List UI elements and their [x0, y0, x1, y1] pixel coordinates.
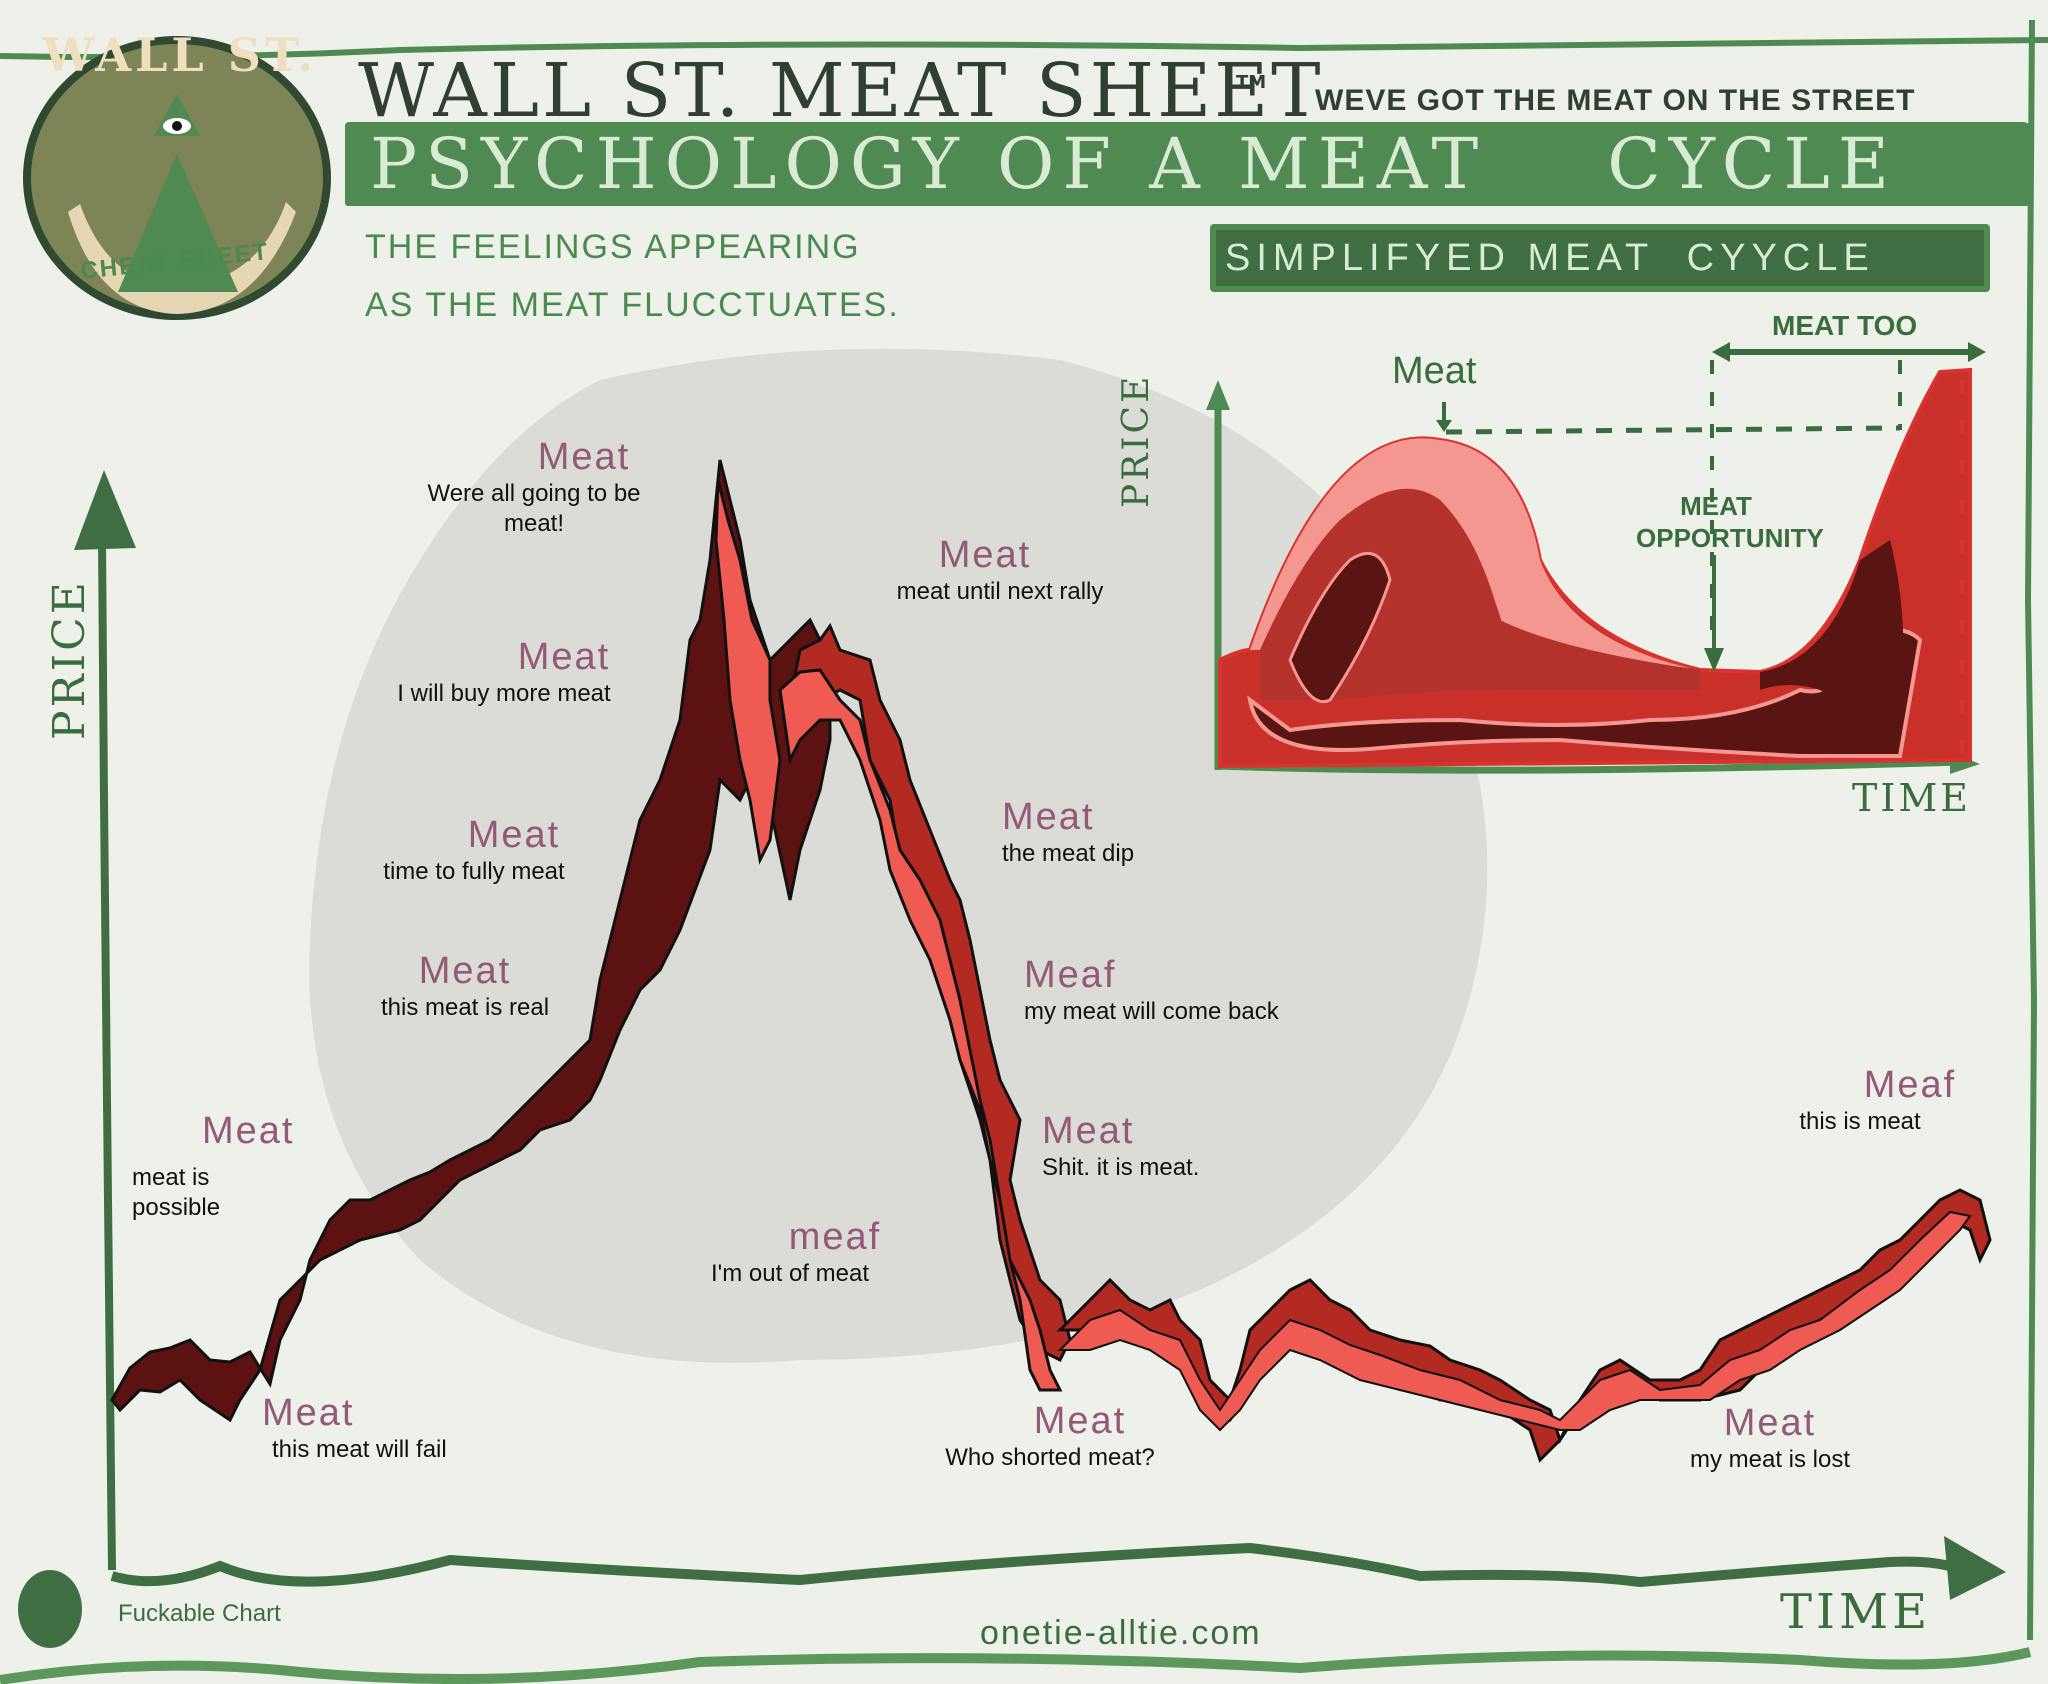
inset-banner	[1210, 224, 1990, 292]
footer-credit: Fuckable Chart	[118, 1600, 281, 1627]
annotation-note: Shit. it is meat.	[1042, 1154, 1200, 1181]
annotation-note: this meat will fail	[272, 1436, 447, 1463]
annotation-label: Meat	[938, 534, 1032, 576]
annotation-note: this meat is real	[380, 994, 550, 1021]
annotation-meat-real: Meat this meat is real	[370, 950, 560, 1023]
inset-opportunity-line-2: OPPORTUNITY	[1636, 523, 1824, 553]
annotation-all-going: Meat Were all going to be meat!	[414, 436, 654, 539]
page-title: WALL ST. MEAT SHEET	[358, 48, 1324, 134]
annotation-this-is-meat: Meaf this is meat	[1750, 1064, 1970, 1137]
footer-dot	[18, 1570, 82, 1648]
annotation-come-back: Meaf my meat will come back	[1024, 954, 1384, 1027]
annotation-label: Meat	[202, 1110, 295, 1152]
price-ribbon-rise	[110, 459, 832, 1423]
annotation-next-rally: Meat meat until next rally	[890, 534, 1110, 607]
inset-opportunity-label: MEAT OPPORTUNITY	[1636, 490, 1824, 554]
banner-title: PSYCHOLOGY OF A MEAT CYCLE	[370, 123, 1897, 205]
inset-peak-label: Meat	[1392, 350, 1477, 392]
annotation-out-of-meat: meaf I'm out of meat	[660, 1216, 920, 1289]
annotation-note: my meat will come back	[1024, 998, 1279, 1025]
annotation-note: my meat is lost	[1689, 1446, 1851, 1473]
trademark: TM	[1236, 72, 1267, 93]
annotation-label: Meat	[418, 950, 512, 992]
inset-span-label: MEAT TOO	[1772, 310, 1918, 341]
annotation-it-is-meat: Meat Shit. it is meat.	[1042, 1110, 1342, 1183]
x-axis-label: TIME	[1780, 1584, 1932, 1640]
annotation-note: time to fully meat	[383, 858, 565, 885]
annotation-buy-more: Meat I will buy more meat	[384, 636, 624, 709]
subtitle-line-2: AS THE MEAT FLUCCTUATES.	[365, 286, 900, 324]
annotation-label: Meaf	[1024, 954, 1117, 996]
logo	[18, 32, 336, 324]
annotation-label: Meat	[1002, 796, 1095, 838]
annotation-label: Meat	[467, 814, 561, 856]
annotation-label: Meat	[537, 436, 631, 478]
subtitle-line-1: THE FEELINGS APPEARING	[365, 228, 861, 266]
annotation-note: I will buy more meat	[397, 680, 611, 707]
annotation-label: Meat	[517, 636, 611, 678]
annotation-note: I'm out of meat	[711, 1260, 869, 1287]
inset-banner-text: SIMPLIFYED MEAT CYYCLE	[1225, 237, 1875, 279]
annotation-who-shorted: Meat Who shorted meat?	[900, 1400, 1200, 1473]
annotation-label: Meat	[1042, 1110, 1135, 1152]
annotation-fully-meat: Meat time to fully meat	[374, 814, 574, 887]
price-ribbon-fall	[788, 622, 1072, 1363]
tagline: WEVE GOT THE MEAT ON THE STREET	[1315, 84, 1916, 117]
annotation-meat-dip: Meat the meat dip	[1002, 796, 1222, 869]
annotation-note: meat is possible	[132, 1164, 221, 1221]
subtitle: THE FEELINGS APPEARING AS THE MEAT FLUCC…	[365, 218, 900, 334]
annotation-will-fail: Meat this meat will fail	[262, 1392, 522, 1465]
inset-x-axis-label: TIME	[1852, 776, 1972, 820]
annotation-label: Meat	[1033, 1400, 1127, 1442]
annotation-note: meat until next rally	[896, 578, 1104, 605]
footer-website[interactable]: onetie-alltie.com	[980, 1614, 1262, 1652]
annotation-meat-possible: Meat meat is possible	[132, 1110, 292, 1223]
annotation-label: Meaf	[1863, 1064, 1957, 1106]
annotation-meat-lost: Meat my meat is lost	[1660, 1402, 1880, 1475]
annotation-label: Meat	[1723, 1402, 1817, 1444]
inset-opportunity-line-1: MEAT	[1680, 491, 1752, 521]
annotation-note: this is meat	[1799, 1108, 1921, 1135]
annotation-note: Who shorted meat?	[945, 1444, 1155, 1471]
annotation-note: the meat dip	[1002, 840, 1135, 867]
logo-top-text: WALL ST.	[42, 28, 318, 82]
annotation-label: Meat	[262, 1392, 355, 1434]
title-banner	[345, 122, 2033, 206]
annotation-label: meaf	[788, 1216, 882, 1258]
annotation-note: Were all going to be meat!	[427, 480, 641, 537]
